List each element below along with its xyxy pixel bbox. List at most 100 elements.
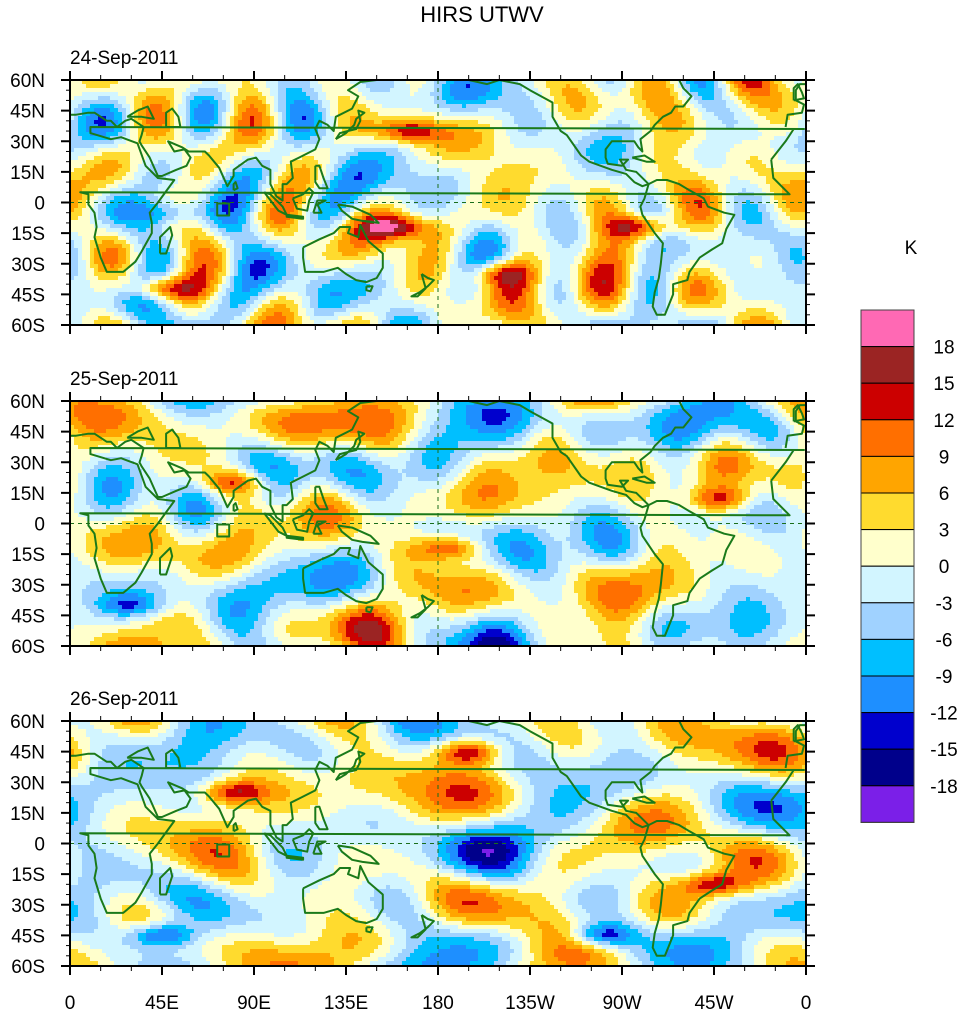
field-cell <box>790 144 795 149</box>
field-cell <box>694 124 699 129</box>
field-cell <box>722 116 727 121</box>
field-cell <box>446 156 451 161</box>
field-cell <box>438 144 443 149</box>
field-cell <box>666 128 671 133</box>
field-cell <box>658 164 663 169</box>
field-cell <box>150 100 155 105</box>
field-cell <box>686 144 691 149</box>
field-cell <box>658 172 663 177</box>
field-cell <box>346 140 351 145</box>
field-cell <box>74 108 79 113</box>
field-cell <box>566 172 571 177</box>
field-cell <box>518 156 523 161</box>
field-cell <box>130 80 135 85</box>
field-cell <box>210 104 215 109</box>
field-cell <box>406 108 411 113</box>
field-cell <box>438 84 443 89</box>
field-cell <box>766 108 771 113</box>
field-cell <box>766 100 771 105</box>
field-cell <box>158 116 163 121</box>
field-cell <box>686 132 691 137</box>
field-cell <box>234 172 239 177</box>
field-cell <box>734 176 739 181</box>
field-cell <box>198 84 203 89</box>
field-cell <box>346 164 351 169</box>
field-cell <box>318 132 323 137</box>
field-cell <box>518 132 523 137</box>
field-cell <box>150 176 155 181</box>
field-cell <box>406 116 411 121</box>
field-cell <box>294 176 299 181</box>
field-cell <box>162 116 167 121</box>
field-cell <box>766 164 771 169</box>
field-cell <box>202 84 207 89</box>
field-cell <box>458 96 463 101</box>
field-cell <box>546 108 551 113</box>
field-cell <box>518 168 523 173</box>
field-cell <box>326 164 331 169</box>
field-cell <box>554 164 559 169</box>
field-cell <box>754 148 759 153</box>
field-cell <box>246 112 251 117</box>
field-cell <box>94 92 99 97</box>
field-cell <box>382 172 387 177</box>
field-cell <box>590 84 595 89</box>
field-cell <box>450 148 455 153</box>
field-cell <box>458 84 463 89</box>
field-cell <box>562 168 567 173</box>
field-cell <box>86 164 91 169</box>
field-cell <box>762 152 767 157</box>
field-cell <box>242 92 247 97</box>
field-cell <box>498 124 503 129</box>
field-cell <box>674 140 679 145</box>
field-cell <box>198 156 203 161</box>
field-cell <box>202 152 207 157</box>
field-cell <box>238 92 243 97</box>
field-cell <box>750 124 755 129</box>
field-cell <box>214 116 219 121</box>
field-cell <box>502 128 507 133</box>
field-cell <box>402 136 407 141</box>
field-cell <box>198 132 203 137</box>
field-cell <box>526 128 531 133</box>
field-cell <box>362 180 367 185</box>
field-cell <box>730 148 735 153</box>
field-cell <box>122 88 127 93</box>
field-cell <box>750 176 755 181</box>
field-cell <box>374 108 379 113</box>
field-cell <box>318 116 323 121</box>
field-cell <box>622 124 627 129</box>
field-cell <box>446 100 451 105</box>
field-cell <box>722 104 727 109</box>
field-cell <box>234 96 239 101</box>
field-cell <box>110 116 115 121</box>
field-cell <box>142 88 147 93</box>
field-cell <box>742 100 747 105</box>
field-cell <box>530 184 535 189</box>
field-cell <box>538 156 543 161</box>
field-cell <box>286 84 291 89</box>
field-cell <box>414 108 419 113</box>
field-cell <box>298 108 303 113</box>
field-cell <box>370 112 375 117</box>
field-cell <box>506 184 511 189</box>
field-cell <box>122 172 127 177</box>
field-cell <box>750 84 755 89</box>
field-cell <box>214 164 219 169</box>
field-cell <box>86 112 91 117</box>
field-cell <box>522 112 527 117</box>
field-cell <box>162 188 167 193</box>
field-cell <box>470 140 475 145</box>
field-cell <box>702 116 707 121</box>
field-cell <box>458 160 463 165</box>
field-cell <box>482 84 487 89</box>
field-cell <box>202 140 207 145</box>
field-cell <box>446 164 451 169</box>
field-cell <box>186 156 191 161</box>
field-cell <box>286 100 291 105</box>
field-cell <box>474 96 479 101</box>
field-cell <box>678 128 683 133</box>
field-cell <box>194 96 199 101</box>
field-cell <box>274 172 279 177</box>
field-cell <box>426 136 431 141</box>
